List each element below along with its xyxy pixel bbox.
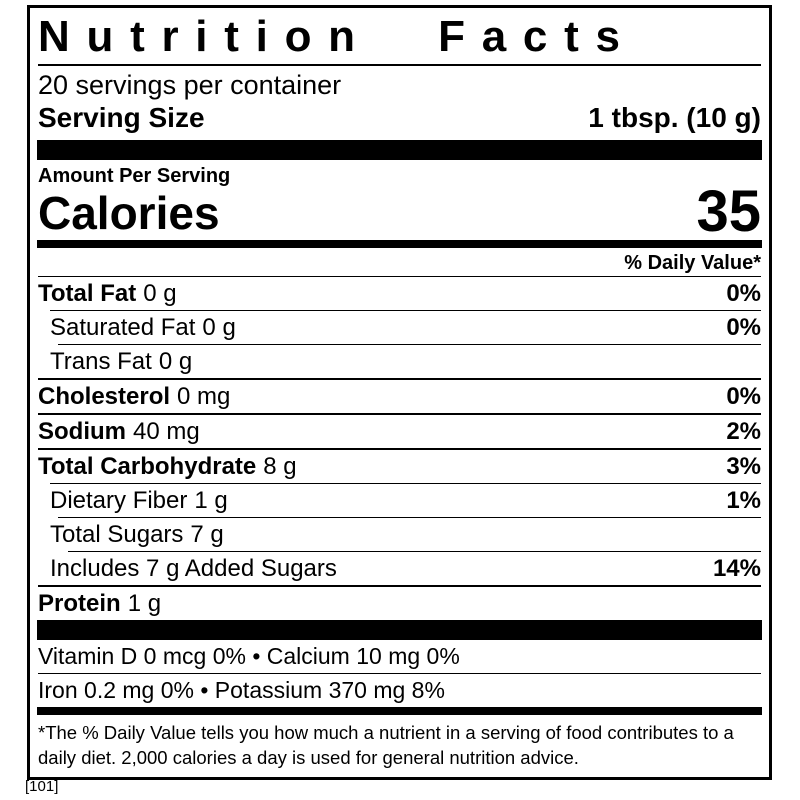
amount-per-serving-label: Amount Per Serving bbox=[38, 165, 231, 187]
divider bbox=[38, 448, 761, 450]
nutrient-amount: 7 g bbox=[190, 520, 224, 548]
nutrient-name: Includes 7 g Added Sugars bbox=[50, 554, 337, 582]
nutrition-facts-label: Nutrition Facts 20 servings per containe… bbox=[27, 5, 772, 780]
nutrient-dv: 0% bbox=[726, 313, 761, 341]
nutrient-name: Total Carbohydrate bbox=[38, 452, 257, 480]
nutrient-dv: 1% bbox=[726, 486, 761, 514]
figure-caption: [101] bbox=[25, 778, 59, 795]
divider bbox=[50, 483, 761, 484]
serving-size-value: 1 tbsp. (10 g) bbox=[588, 102, 761, 133]
divider-bar-above-footnote bbox=[37, 707, 762, 715]
daily-value-header: % Daily Value* bbox=[624, 252, 761, 274]
micronutrient-row-vitamind-calcium: Vitamin D 0 mcg 0% • Calcium 10 mg 0% bbox=[38, 643, 460, 669]
divider-bar-thick-bottom bbox=[37, 620, 762, 640]
nutrient-amount: 40 mg bbox=[133, 417, 200, 445]
nutrient-name: Trans Fat bbox=[50, 347, 152, 375]
label-title: Nutrition Facts bbox=[38, 12, 637, 61]
divider bbox=[50, 310, 761, 311]
nutrient-row-trans-fat: Trans Fat 0 g bbox=[38, 345, 761, 378]
nutrient-amount: 0 mg bbox=[177, 382, 231, 410]
divider-bar-thick-top bbox=[37, 140, 762, 160]
serving-size-row: Serving Size 1 tbsp. (10 g) bbox=[38, 101, 761, 140]
nutrient-row-cholesterol: Cholesterol 0 mg 0% bbox=[38, 380, 761, 413]
nutrient-row-protein: Protein 1 g bbox=[38, 587, 761, 620]
footnote: *The % Daily Value tells you how much a … bbox=[38, 722, 734, 768]
nutrient-dv: 3% bbox=[726, 452, 761, 480]
divider bbox=[38, 585, 761, 587]
nutrient-row-dietary-fiber: Dietary Fiber 1 g 1% bbox=[38, 484, 761, 517]
nutrient-amount: 0 g bbox=[158, 347, 193, 375]
nutrient-amount: 8 g bbox=[263, 452, 297, 480]
nutrient-name: Saturated Fat bbox=[50, 313, 196, 341]
nutrient-dv: 2% bbox=[726, 417, 761, 445]
nutrient-dv: 0% bbox=[726, 382, 761, 410]
nutrient-row-sodium: Sodium 40 mg 2% bbox=[38, 415, 761, 448]
calories-row: Calories 35 bbox=[38, 179, 761, 244]
divider-under-title bbox=[38, 64, 761, 66]
nutrient-amount: 1 g bbox=[127, 589, 162, 617]
divider bbox=[38, 673, 761, 674]
nutrient-name: Protein bbox=[38, 589, 121, 617]
micronutrient-row-iron-potassium: Iron 0.2 mg 0% • Potassium 370 mg 8% bbox=[38, 677, 445, 703]
divider-bar-under-calories bbox=[37, 240, 762, 248]
nutrient-row-total-carbohydrate: Total Carbohydrate 8 g 3% bbox=[38, 450, 761, 483]
nutrient-row-saturated-fat: Saturated Fat 0 g 0% bbox=[38, 311, 761, 344]
nutrient-name: Total Sugars bbox=[50, 520, 184, 548]
nutrient-amount: 0 g bbox=[202, 313, 236, 341]
divider bbox=[58, 517, 761, 518]
calories-label: Calories bbox=[38, 187, 220, 239]
nutrient-row-total-sugars: Total Sugars 7 g bbox=[38, 518, 761, 551]
divider bbox=[38, 276, 761, 277]
nutrient-name: Sodium bbox=[38, 417, 126, 445]
divider bbox=[68, 551, 761, 552]
serving-size-label: Serving Size bbox=[38, 102, 205, 133]
nutrient-name: Cholesterol bbox=[38, 382, 171, 410]
divider bbox=[58, 344, 761, 345]
servings-per-container: 20 servings per container bbox=[38, 70, 342, 100]
calories-value: 35 bbox=[696, 179, 761, 244]
nutrient-row-added-sugars: Includes 7 g Added Sugars 14% bbox=[38, 552, 761, 585]
nutrient-name: Total Fat bbox=[38, 279, 137, 307]
nutrient-dv: 14% bbox=[712, 554, 761, 582]
nutrient-name: Dietary Fiber bbox=[50, 486, 188, 514]
divider bbox=[38, 413, 761, 415]
nutrient-amount: 0 g bbox=[143, 279, 177, 307]
nutrient-dv: 0% bbox=[726, 279, 761, 307]
divider bbox=[38, 378, 761, 380]
nutrient-row-total-fat: Total Fat 0 g 0% bbox=[38, 277, 761, 310]
nutrient-amount: 1 g bbox=[194, 486, 228, 514]
